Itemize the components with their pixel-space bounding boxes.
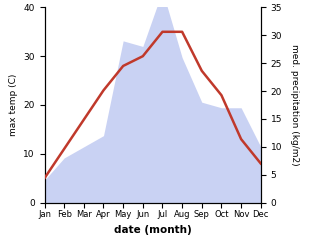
Y-axis label: med. precipitation (kg/m2): med. precipitation (kg/m2)	[290, 44, 299, 166]
X-axis label: date (month): date (month)	[114, 225, 191, 235]
Y-axis label: max temp (C): max temp (C)	[9, 74, 18, 136]
